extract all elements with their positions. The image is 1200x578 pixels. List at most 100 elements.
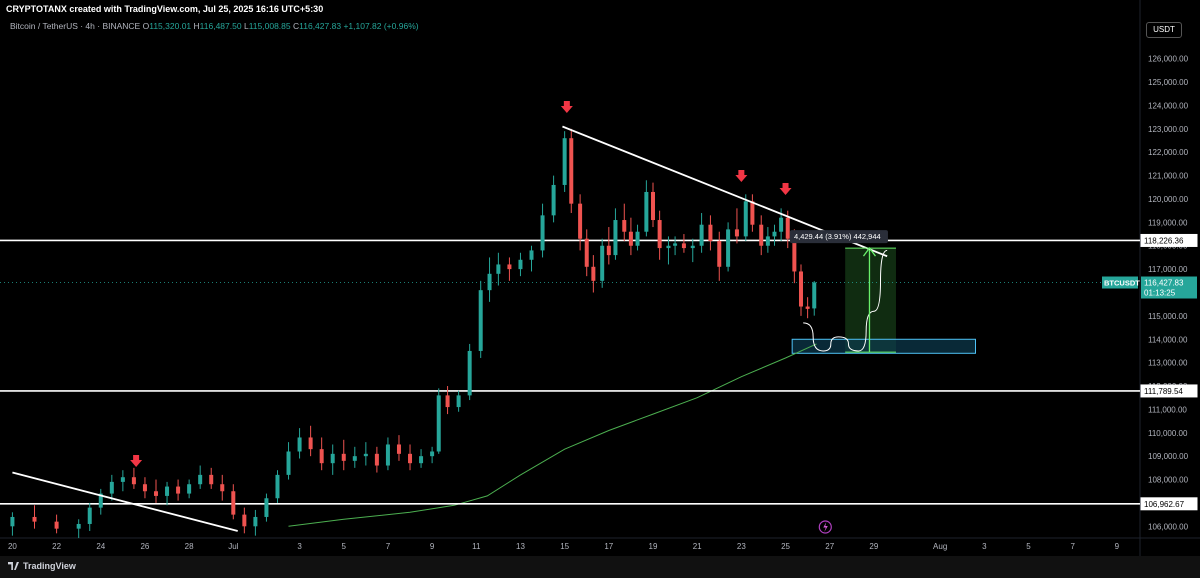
price-tick-label: 114,000.00 bbox=[1148, 335, 1188, 344]
time-tick-label: 25 bbox=[781, 542, 790, 551]
candle-body bbox=[681, 243, 686, 249]
candle-body bbox=[487, 273, 492, 291]
candle-body bbox=[98, 493, 103, 508]
candle-body bbox=[540, 215, 545, 251]
candle-body bbox=[54, 521, 59, 529]
candle-body bbox=[456, 395, 461, 408]
candle-body bbox=[743, 201, 748, 237]
symbol-tag: BTCUSDT bbox=[1104, 279, 1140, 288]
down-arrow-icon bbox=[560, 101, 573, 113]
candle-body bbox=[109, 481, 114, 494]
candle-body bbox=[286, 451, 291, 475]
low-label: L bbox=[243, 21, 249, 31]
candle-body bbox=[613, 220, 618, 256]
candle-body bbox=[628, 231, 633, 246]
candle-body bbox=[253, 516, 258, 527]
time-tick-label: Aug bbox=[933, 542, 947, 551]
candle-body bbox=[76, 523, 81, 529]
candle-body bbox=[657, 220, 662, 249]
candle-body bbox=[584, 238, 589, 267]
candle-body bbox=[812, 282, 817, 309]
candle-body bbox=[518, 259, 523, 270]
time-tick-label: 5 bbox=[342, 542, 347, 551]
candle-body bbox=[779, 217, 784, 232]
candle-body bbox=[699, 224, 704, 246]
candle-body bbox=[792, 238, 797, 272]
time-tick-label: 15 bbox=[560, 542, 569, 551]
candle-body bbox=[242, 514, 247, 527]
high-value: 116,487.50 bbox=[199, 21, 242, 31]
bottom-bar bbox=[0, 556, 1200, 578]
time-tick-label: 21 bbox=[693, 542, 702, 551]
candle-body bbox=[750, 201, 755, 225]
time-tick-label: 24 bbox=[96, 542, 105, 551]
candle-body bbox=[385, 444, 390, 466]
time-tick-label: 17 bbox=[604, 542, 613, 551]
candle-body bbox=[578, 203, 583, 239]
countdown-label: 01:13:25 bbox=[1144, 289, 1176, 298]
candle-body bbox=[734, 229, 739, 237]
time-tick-label: 19 bbox=[649, 542, 658, 551]
measure-label: 4,429.44 (3.91%) 442,944 bbox=[794, 232, 881, 241]
tradingview-logo: TradingView bbox=[8, 561, 76, 571]
level-label-box bbox=[1140, 384, 1198, 398]
candle-body bbox=[644, 191, 649, 232]
current-price-box bbox=[1141, 276, 1197, 299]
price-tick-label: 126,000.00 bbox=[1148, 55, 1189, 64]
candle-body bbox=[759, 224, 764, 246]
change-value: +1,107.82 (+0.96%) bbox=[343, 21, 419, 31]
candle-body bbox=[467, 350, 472, 396]
candle-body bbox=[430, 451, 435, 457]
projected-path bbox=[803, 249, 888, 352]
candle-body bbox=[231, 491, 236, 515]
candle-body bbox=[275, 474, 280, 499]
time-tick-label: 28 bbox=[185, 542, 194, 551]
candle-body bbox=[264, 498, 269, 517]
trendline bbox=[12, 471, 238, 532]
time-tick-label: 3 bbox=[982, 542, 987, 551]
candle-body bbox=[10, 516, 15, 527]
currency-button[interactable]: USDT bbox=[1146, 22, 1182, 38]
created-by-text: CRYPTOTANX created with TradingView.com,… bbox=[6, 4, 324, 14]
time-tick-label: 20 bbox=[8, 542, 17, 551]
time-tick-label: 9 bbox=[430, 542, 435, 551]
high-label: H bbox=[193, 21, 200, 31]
candle-body bbox=[708, 224, 713, 242]
candle-body bbox=[131, 477, 136, 485]
price-tick-label: 121,000.00 bbox=[1148, 172, 1189, 181]
time-tick-label: 22 bbox=[52, 542, 61, 551]
candle-body bbox=[529, 250, 534, 260]
price-tick-label: 120,000.00 bbox=[1148, 195, 1189, 204]
price-tick-label: 115,000.00 bbox=[1148, 312, 1188, 321]
candle-body bbox=[569, 138, 574, 204]
candle-body bbox=[726, 229, 731, 267]
price-chart[interactable]: 106,000.00107,000.00108,000.00109,000.00… bbox=[0, 0, 1200, 556]
candle-body bbox=[436, 395, 441, 452]
open-label: O bbox=[142, 21, 150, 31]
price-tick-label: 111,000.00 bbox=[1148, 405, 1187, 414]
price-tick-label: 106,000.00 bbox=[1148, 522, 1189, 531]
down-arrow-icon bbox=[735, 170, 748, 182]
candle-body bbox=[363, 453, 368, 457]
candle-body bbox=[798, 271, 803, 307]
price-tick-label: 125,000.00 bbox=[1148, 78, 1189, 87]
candle-body bbox=[690, 245, 695, 249]
candle-body bbox=[772, 231, 777, 237]
tradingview-brand: TradingView bbox=[23, 561, 76, 571]
candle-body bbox=[120, 477, 125, 482]
candle-body bbox=[606, 245, 611, 256]
candle-body bbox=[419, 456, 424, 464]
candle-body bbox=[352, 456, 357, 461]
price-tick-label: 109,000.00 bbox=[1148, 452, 1189, 461]
level-label: 118,226.36 bbox=[1144, 236, 1184, 245]
price-tick-label: 117,000.00 bbox=[1148, 265, 1188, 274]
candle-body bbox=[551, 184, 556, 216]
candle-body bbox=[308, 437, 313, 450]
level-label-box bbox=[1140, 497, 1198, 511]
candle-body bbox=[445, 395, 450, 408]
candle-body bbox=[198, 474, 203, 485]
candle-body bbox=[600, 245, 605, 281]
symbol-name[interactable]: Bitcoin / TetherUS · 4h · BINANCE bbox=[10, 21, 141, 31]
low-value: 115,008.85 bbox=[248, 21, 291, 31]
candle-body bbox=[673, 243, 678, 246]
